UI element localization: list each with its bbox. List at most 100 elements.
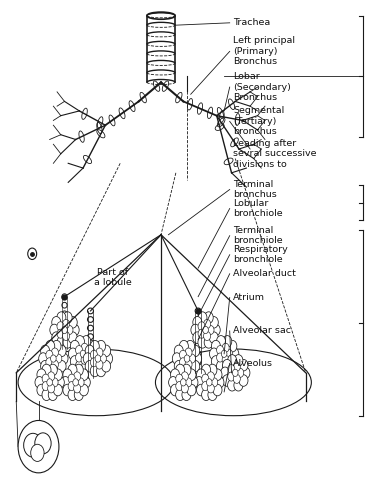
Circle shape: [76, 336, 85, 347]
Text: Left principal
(Primary)
Bronchus: Left principal (Primary) Bronchus: [233, 36, 295, 66]
Circle shape: [232, 369, 238, 376]
Circle shape: [104, 353, 113, 365]
Circle shape: [211, 324, 220, 336]
Text: Lobular
bronchiole: Lobular bronchiole: [233, 199, 283, 218]
Circle shape: [68, 382, 75, 390]
Circle shape: [55, 376, 64, 388]
Circle shape: [203, 319, 211, 329]
Circle shape: [198, 312, 207, 323]
Circle shape: [182, 389, 191, 400]
Circle shape: [24, 433, 42, 457]
Circle shape: [239, 359, 248, 371]
Circle shape: [74, 389, 83, 400]
Circle shape: [96, 348, 103, 357]
Circle shape: [37, 384, 46, 396]
Circle shape: [82, 360, 91, 372]
Circle shape: [208, 389, 217, 400]
Circle shape: [207, 325, 214, 334]
Circle shape: [39, 353, 48, 365]
Circle shape: [197, 384, 206, 396]
Circle shape: [217, 336, 226, 347]
Circle shape: [211, 341, 220, 352]
Circle shape: [48, 364, 57, 376]
Circle shape: [42, 389, 51, 400]
Circle shape: [226, 349, 233, 358]
Circle shape: [181, 384, 188, 393]
Circle shape: [186, 365, 194, 377]
Circle shape: [91, 358, 98, 367]
Circle shape: [213, 384, 222, 396]
Circle shape: [57, 329, 64, 338]
Circle shape: [77, 378, 84, 387]
Circle shape: [35, 433, 51, 454]
Circle shape: [68, 332, 77, 343]
Circle shape: [81, 343, 88, 352]
Circle shape: [52, 341, 61, 352]
Circle shape: [47, 379, 52, 386]
Circle shape: [79, 369, 88, 380]
Circle shape: [197, 369, 206, 380]
Circle shape: [188, 354, 196, 363]
Circle shape: [209, 348, 218, 360]
Circle shape: [62, 326, 67, 333]
Circle shape: [87, 341, 96, 352]
Circle shape: [230, 348, 239, 360]
Circle shape: [228, 354, 237, 366]
Circle shape: [46, 341, 55, 352]
Circle shape: [207, 384, 214, 393]
Circle shape: [52, 332, 61, 343]
Circle shape: [57, 322, 64, 331]
Circle shape: [202, 374, 209, 383]
Circle shape: [47, 372, 55, 381]
Circle shape: [63, 369, 72, 380]
Circle shape: [171, 384, 180, 396]
Circle shape: [185, 348, 192, 357]
Circle shape: [96, 360, 103, 369]
Circle shape: [228, 379, 237, 391]
Circle shape: [174, 360, 183, 372]
Circle shape: [169, 376, 178, 388]
Circle shape: [221, 367, 230, 378]
Circle shape: [171, 369, 180, 380]
Text: Segmental
(Tertiary)
bronchus: Segmental (Tertiary) bronchus: [233, 106, 285, 137]
Circle shape: [206, 379, 212, 386]
Circle shape: [180, 358, 187, 367]
Circle shape: [191, 324, 200, 336]
Circle shape: [96, 365, 105, 377]
Circle shape: [68, 348, 77, 360]
Circle shape: [186, 341, 194, 352]
Circle shape: [48, 389, 57, 400]
Circle shape: [63, 337, 72, 348]
Circle shape: [221, 350, 227, 357]
Circle shape: [42, 364, 51, 376]
Circle shape: [215, 376, 224, 388]
Circle shape: [181, 379, 186, 386]
Circle shape: [237, 368, 244, 377]
Circle shape: [182, 364, 191, 376]
Circle shape: [50, 355, 56, 362]
Circle shape: [62, 319, 70, 329]
Circle shape: [233, 362, 240, 371]
Circle shape: [57, 360, 66, 372]
Circle shape: [74, 372, 81, 381]
Circle shape: [180, 350, 187, 359]
Circle shape: [241, 367, 250, 378]
Circle shape: [73, 379, 79, 386]
Circle shape: [176, 364, 185, 376]
Circle shape: [234, 379, 243, 391]
Circle shape: [81, 376, 90, 388]
Circle shape: [202, 382, 209, 390]
Circle shape: [59, 353, 68, 365]
Circle shape: [50, 324, 59, 336]
Circle shape: [68, 374, 75, 383]
Circle shape: [209, 317, 218, 328]
Circle shape: [204, 312, 213, 323]
Circle shape: [63, 384, 72, 396]
Circle shape: [239, 375, 248, 386]
Circle shape: [51, 378, 58, 387]
Circle shape: [81, 355, 88, 365]
Circle shape: [85, 345, 94, 357]
Circle shape: [207, 372, 214, 381]
Circle shape: [172, 353, 181, 365]
Circle shape: [223, 359, 232, 371]
